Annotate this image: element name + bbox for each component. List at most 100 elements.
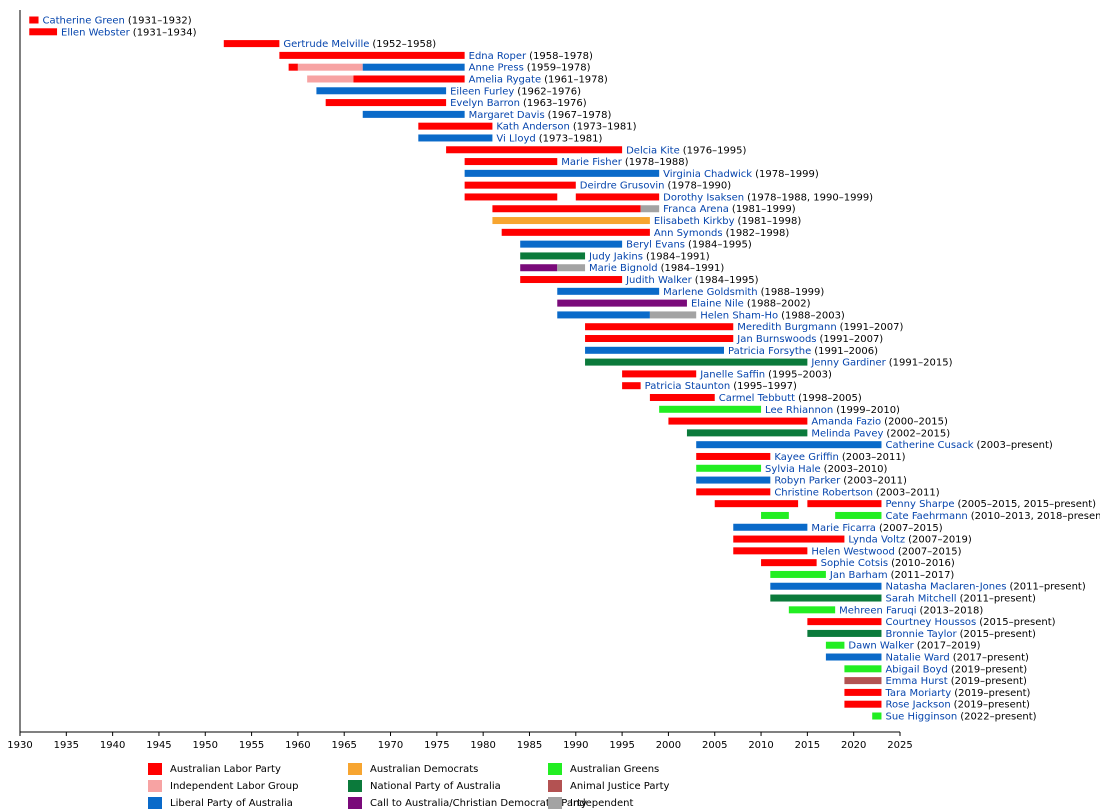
term-bar [557,299,687,307]
term-bar [316,87,447,95]
member-name[interactable]: Judith Walker [625,275,693,286]
member-label: Marie Ficarra (2007–2015) [811,523,942,534]
member-name[interactable]: Jenny Gardiner [810,358,886,369]
member-name[interactable]: Sue Higginson [885,712,957,723]
term-bar [622,370,697,378]
member-name[interactable]: Edna Roper [469,51,527,62]
member-name[interactable]: Jan Burnswoods [736,334,816,345]
member-name[interactable]: Carmel Tebbutt [719,393,795,404]
member-name[interactable]: Sarah Mitchell [885,594,956,605]
member-name[interactable]: Lynda Voltz [848,535,905,546]
legend-label: National Party of Australia [370,781,501,792]
member-label: Evelyn Barron (1963–1976) [450,98,587,109]
member-name[interactable]: Courtney Houssos [885,617,976,628]
member-name[interactable]: Ellen Webster [61,27,131,38]
term-bar [362,63,465,71]
legend-swatch [348,780,362,792]
term-bar [464,169,660,177]
member-name[interactable]: Dorothy Isaksen [663,192,744,203]
member-name[interactable]: Marlene Goldsmith [663,287,757,298]
member-name[interactable]: Evelyn Barron [450,98,520,109]
member-name[interactable]: Catherine Green [43,16,125,27]
term-bar [307,75,354,83]
term-bar [733,535,845,543]
member-name[interactable]: Robyn Parker [774,476,841,487]
member-name[interactable]: Natasha Maclaren-Jones [885,582,1006,593]
member-name[interactable]: Patricia Staunton [645,381,731,392]
member-name[interactable]: Beryl Evans [626,240,685,251]
member-name[interactable]: Sylvia Hale [765,464,821,475]
member-name[interactable]: Melinda Pavey [811,428,883,439]
member-label: Helen Westwood (2007–2015) [811,546,961,557]
member-name[interactable]: Helen Sham-Ho [700,310,778,321]
member-label: Jenny Gardiner (1991–2015) [810,358,952,369]
member-name[interactable]: Marie Bignold [589,263,658,274]
member-label: Sophie Cotsis (2010–2016) [821,558,955,569]
member-name[interactable]: Natalie Ward [885,653,949,664]
member-label: Delcia Kite (1976–1995) [626,145,746,156]
member-name[interactable]: Lee Rhiannon [765,405,833,416]
member-name[interactable]: Elaine Nile [691,299,744,310]
member-label: Lynda Voltz (2007–2019) [848,535,972,546]
member-name[interactable]: Tara Moriarty [884,688,951,699]
member-name[interactable]: Amelia Rygate [469,74,541,85]
member-label: Lee Rhiannon (1999–2010) [765,405,900,416]
member-name[interactable]: Bronnie Taylor [885,629,957,640]
member-name[interactable]: Janelle Saffin [699,369,765,380]
member-name[interactable]: Patricia Forsythe [728,346,811,357]
x-tick-label: 2000 [656,740,681,751]
member-name[interactable]: Virginia Chadwick [663,169,752,180]
term-bar [807,629,882,637]
member-name[interactable]: Elisabeth Kirkby [654,216,735,227]
member-term: (2022–present) [960,712,1036,723]
member-name[interactable]: Deirdre Grusovin [580,181,665,192]
member-name[interactable]: Delcia Kite [626,145,680,156]
member-term: (1991–2015) [889,358,953,369]
member-name[interactable]: Abigail Boyd [885,664,947,675]
member-name[interactable]: Vi Lloyd [496,133,535,144]
member-name[interactable]: Rose Jackson [885,700,950,711]
member-term: (2017–2019) [917,641,981,652]
member-label: Natasha Maclaren-Jones (2011–present) [885,582,1085,593]
member-name[interactable]: Anne Press [469,63,524,74]
member-name[interactable]: Amanda Fazio [811,417,881,428]
member-name[interactable]: Kath Anderson [496,122,569,133]
member-name[interactable]: Mehreen Faruqi [839,605,916,616]
member-name[interactable]: Sophie Cotsis [821,558,888,569]
member-name[interactable]: Emma Hurst [885,676,947,687]
term-bar [585,323,734,331]
member-label: Melinda Pavey (2002–2015) [811,428,950,439]
member-term: (1961–1978) [544,74,608,85]
member-name[interactable]: Dawn Walker [848,641,914,652]
member-term: (1998–2005) [798,393,862,404]
member-name[interactable]: Christine Robertson [774,487,873,498]
member-name[interactable]: Cate Faehrmann [885,511,967,522]
member-name[interactable]: Margaret Davis [469,110,545,121]
member-label: Gertrude Melville (1952–1958) [283,39,436,50]
member-name[interactable]: Catherine Cusack [885,440,973,451]
member-name[interactable]: Marie Ficarra [811,523,876,534]
term-bar [520,252,586,260]
member-term: (2007–2015) [879,523,943,534]
member-name[interactable]: Ann Symonds [654,228,723,239]
member-name[interactable]: Kayee Griffin [774,452,839,463]
member-name[interactable]: Eileen Furley [450,86,514,97]
member-term: (2003–2011) [843,476,907,487]
legend-swatch [148,763,162,775]
x-tick-label: 1990 [563,740,588,751]
x-tick-label: 1985 [517,740,542,751]
member-name[interactable]: Penny Sharpe [885,499,954,510]
member-name[interactable]: Jan Barham [829,570,888,581]
member-name[interactable]: Helen Westwood [811,546,894,557]
member-name[interactable]: Marie Fisher [561,157,622,168]
member-name[interactable]: Meredith Burgmann [737,322,836,333]
term-bar [825,641,845,649]
member-name[interactable]: Franca Arena [663,204,729,215]
member-term: (2000–2015) [884,417,948,428]
member-term: (2007–2015) [898,546,962,557]
member-name[interactable]: Gertrude Melville [283,39,369,50]
member-label: Carmel Tebbutt (1998–2005) [719,393,862,404]
member-term: (1982–1998) [726,228,790,239]
member-name[interactable]: Judy Jakins [588,251,643,262]
